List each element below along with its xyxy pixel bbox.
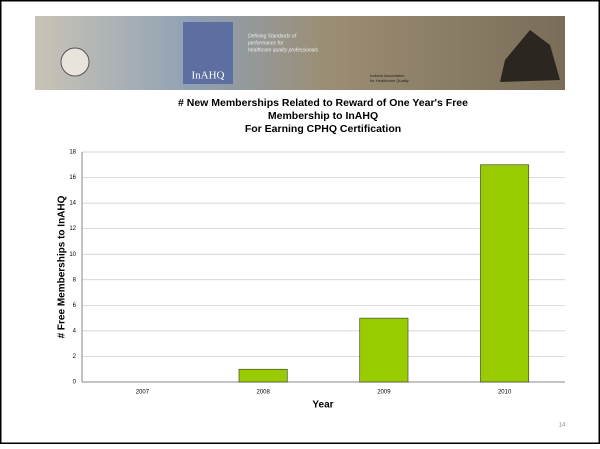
logo-text: InAHQ	[192, 70, 225, 82]
y-tick-label: 8	[73, 277, 77, 283]
x-axis-label: Year	[312, 400, 333, 411]
y-tick-label: 6	[73, 303, 77, 309]
x-tick-label: 2009	[377, 390, 391, 396]
y-axis-label: # Free Memberships to InAHQ	[57, 195, 68, 338]
chart-title: For Earning CPHQ Certification	[245, 123, 401, 135]
y-tick-label: 0	[73, 380, 77, 386]
y-tick-label: 18	[69, 150, 76, 156]
banner-background	[35, 16, 565, 90]
org-name: Indiana Association	[370, 73, 404, 78]
tagline: performance for	[247, 40, 284, 46]
bar	[480, 164, 530, 383]
tagline: Defining Standards of	[248, 33, 297, 39]
logo-box	[183, 22, 233, 84]
banner-emblem	[60, 47, 90, 77]
y-tick-label: 12	[69, 226, 76, 232]
bar	[359, 317, 409, 383]
banner: InAHQ Defining Standards of performance …	[35, 16, 565, 90]
y-tick-label: 14	[69, 201, 76, 207]
x-tick-label: 2007	[136, 390, 150, 396]
y-tick-label: 4	[73, 328, 77, 334]
y-tick-label: 10	[69, 252, 76, 258]
bar	[238, 368, 288, 383]
tagline: healthcare quality professionals	[248, 47, 319, 53]
x-tick-label: 2010	[498, 390, 512, 396]
y-tick-label: 2	[73, 354, 77, 360]
y-tick-label: 16	[69, 175, 76, 181]
x-tick-label: 2008	[256, 390, 270, 396]
org-name: for Healthcare Quality	[370, 78, 409, 83]
page-number: 14	[559, 423, 566, 429]
banner-silhouette	[500, 30, 560, 82]
chart-title: Membership to InAHQ	[268, 110, 378, 122]
chart-title: # New Memberships Related to Reward of O…	[178, 97, 468, 109]
